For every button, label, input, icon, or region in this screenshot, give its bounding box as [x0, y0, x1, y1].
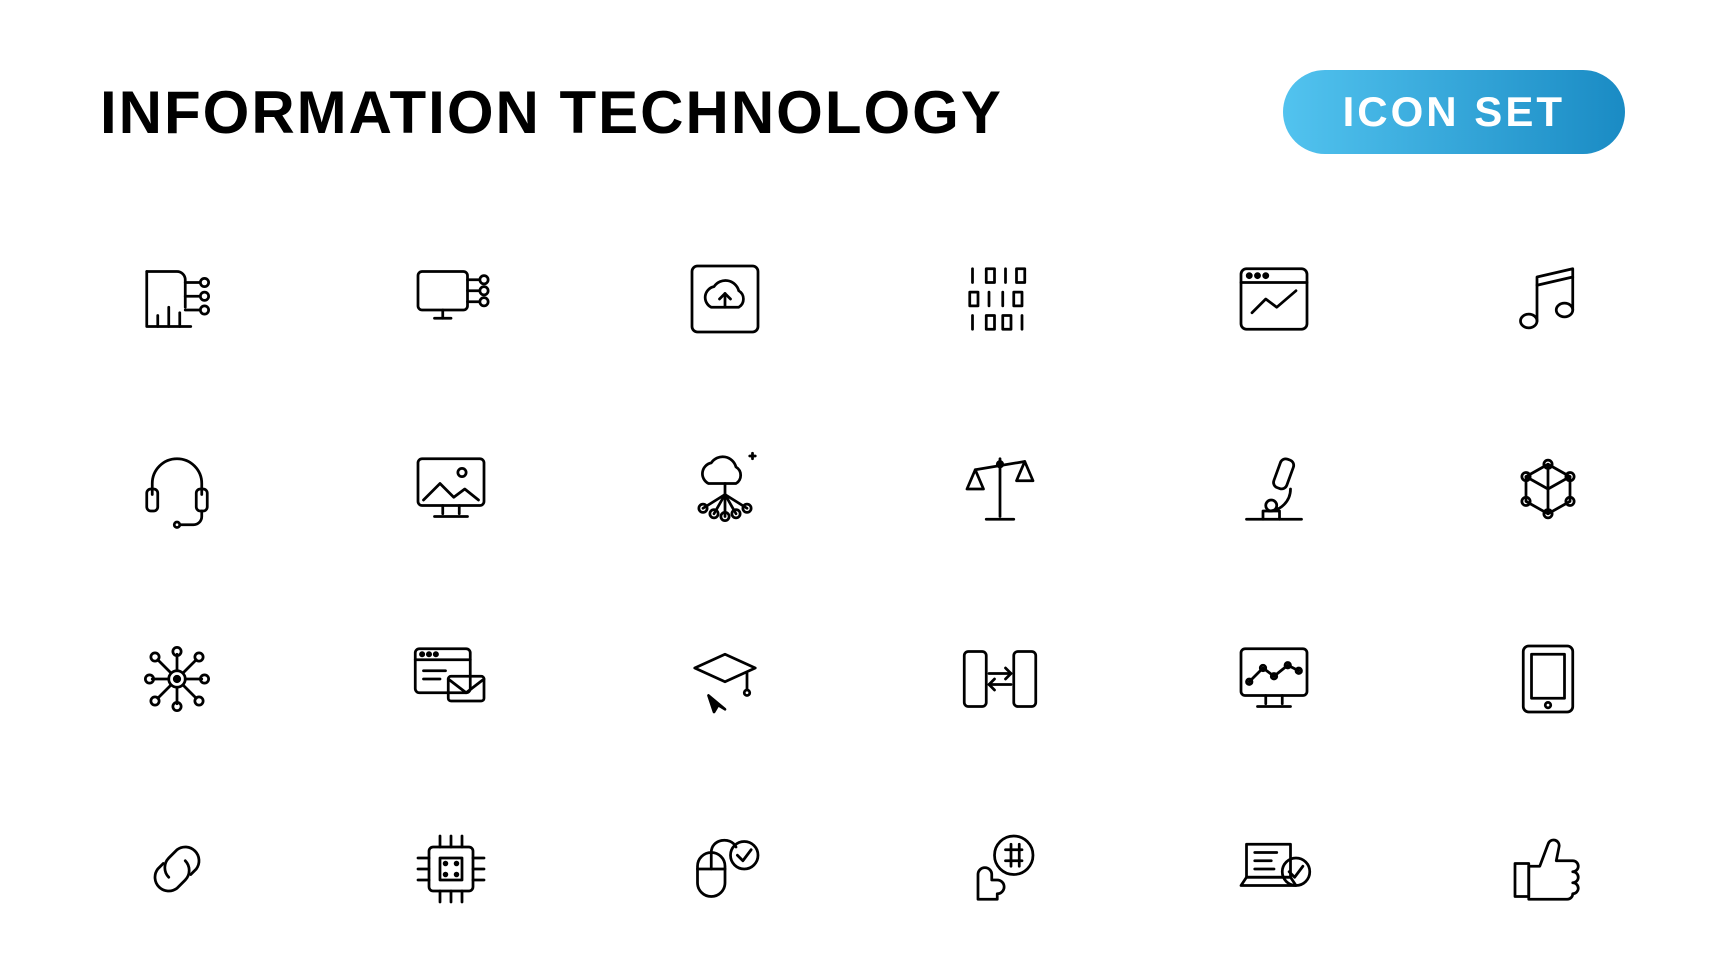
icon-grid — [100, 234, 1625, 934]
header: INFORMATION TECHNOLOGY ICON SET — [100, 70, 1625, 154]
music-note-icon — [1481, 254, 1615, 344]
balance-scale-icon — [933, 444, 1067, 534]
cloud-upload-box-icon — [658, 254, 792, 344]
binary-code-icon — [933, 254, 1067, 344]
hub-network-icon — [110, 634, 244, 724]
laptop-check-icon — [1207, 824, 1341, 914]
headset-icon — [110, 444, 244, 534]
browser-analytics-icon — [1207, 254, 1341, 344]
monitor-chart-icon — [1207, 634, 1341, 724]
thumbs-up-icon — [1481, 824, 1615, 914]
microscope-icon — [1207, 444, 1341, 534]
chain-link-icon — [110, 824, 244, 914]
cpu-chip-icon — [384, 824, 518, 914]
graduation-cursor-icon — [658, 634, 792, 724]
image-monitor-icon — [384, 444, 518, 534]
hashtag-hand-icon — [933, 824, 1067, 914]
device-transfer-icon — [933, 634, 1067, 724]
page-title: INFORMATION TECHNOLOGY — [100, 78, 1003, 147]
icon-set-badge: ICON SET — [1283, 70, 1625, 154]
cloud-computing-icon — [658, 444, 792, 534]
cube-network-icon — [1481, 444, 1615, 534]
mouse-check-icon — [658, 824, 792, 914]
browser-mail-icon — [384, 634, 518, 724]
computer-network-icon — [384, 254, 518, 344]
tablet-icon — [1481, 634, 1615, 724]
circuit-report-icon — [110, 254, 244, 344]
